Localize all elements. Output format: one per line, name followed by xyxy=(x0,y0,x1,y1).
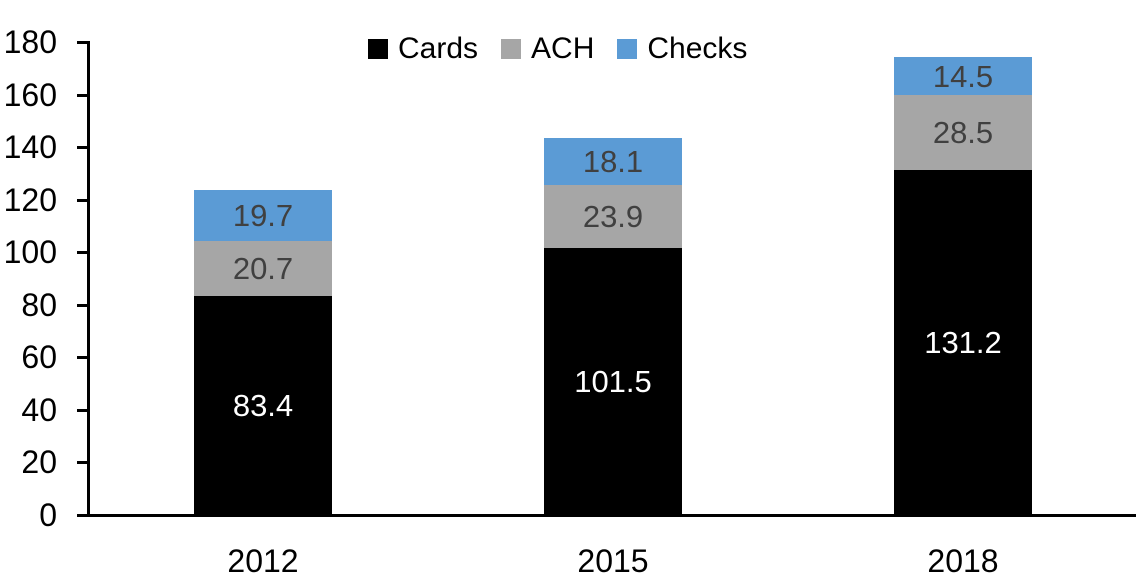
bar-segment-checks-2012: 19.7 xyxy=(194,189,332,242)
y-axis-tick xyxy=(77,461,88,464)
y-axis-tick-label: 140 xyxy=(3,129,57,165)
legend-label: ACH xyxy=(531,32,595,65)
x-axis-line xyxy=(77,514,1136,517)
bar-segment-cards-2012: 83.4 xyxy=(194,295,332,515)
bar-segment-ach-2012: 20.7 xyxy=(194,241,332,296)
y-axis-tick-label: 40 xyxy=(21,392,57,428)
bar-value-label: 101.5 xyxy=(574,364,652,400)
y-axis-tick xyxy=(77,199,88,202)
x-axis-tick-label: 2018 xyxy=(927,543,999,579)
legend-swatch-checks xyxy=(617,39,638,59)
bar-value-label: 18.1 xyxy=(582,144,644,180)
y-axis-tick-label: 80 xyxy=(21,287,57,323)
y-axis-tick-label: 160 xyxy=(3,77,57,113)
y-axis-line xyxy=(87,41,90,516)
y-axis-tick-label: 60 xyxy=(21,339,57,375)
legend-item-ach: ACH xyxy=(501,34,594,64)
bar-value-label: 19.7 xyxy=(232,198,294,234)
legend-item-cards: Cards xyxy=(368,34,478,64)
bar-value-label: 20.7 xyxy=(232,251,294,287)
legend-item-checks: Checks xyxy=(617,34,747,64)
bar-segment-checks-2015: 18.1 xyxy=(544,137,682,186)
y-axis-tick xyxy=(77,41,88,44)
y-axis-tick xyxy=(77,251,88,254)
bar-value-label: 23.9 xyxy=(582,199,644,235)
bar-segment-cards-2015: 101.5 xyxy=(544,248,682,515)
y-axis-tick xyxy=(77,146,88,149)
bar-value-label: 131.2 xyxy=(924,325,1002,361)
legend-label: Checks xyxy=(647,32,748,65)
bar-segment-cards-2018: 131.2 xyxy=(894,170,1032,515)
bar-value-label: 83.4 xyxy=(232,387,294,423)
y-axis-tick-label: 100 xyxy=(3,234,57,270)
legend-swatch-ach xyxy=(501,39,522,59)
x-axis-tick-label: 2012 xyxy=(227,543,299,579)
y-axis-tick xyxy=(77,94,88,97)
y-axis-tick xyxy=(77,356,88,359)
bar-value-label: 14.5 xyxy=(932,58,994,94)
y-axis-tick-label: 0 xyxy=(39,497,57,533)
bar-segment-ach-2015: 23.9 xyxy=(544,185,682,249)
legend-label: Cards xyxy=(398,32,479,65)
y-axis-tick-label: 180 xyxy=(3,24,57,60)
y-axis-tick-label: 120 xyxy=(3,182,57,218)
bar-segment-checks-2018: 14.5 xyxy=(894,57,1032,96)
x-axis-tick-label: 2015 xyxy=(577,543,649,579)
y-axis-tick-label: 20 xyxy=(21,444,57,480)
legend-swatch-cards xyxy=(368,39,388,59)
bar-value-label: 28.5 xyxy=(932,115,994,151)
chart-legend: Cards ACH Checks xyxy=(368,34,747,64)
y-axis-tick xyxy=(77,304,88,307)
bar-segment-ach-2018: 28.5 xyxy=(894,95,1032,171)
y-axis-tick xyxy=(77,409,88,412)
